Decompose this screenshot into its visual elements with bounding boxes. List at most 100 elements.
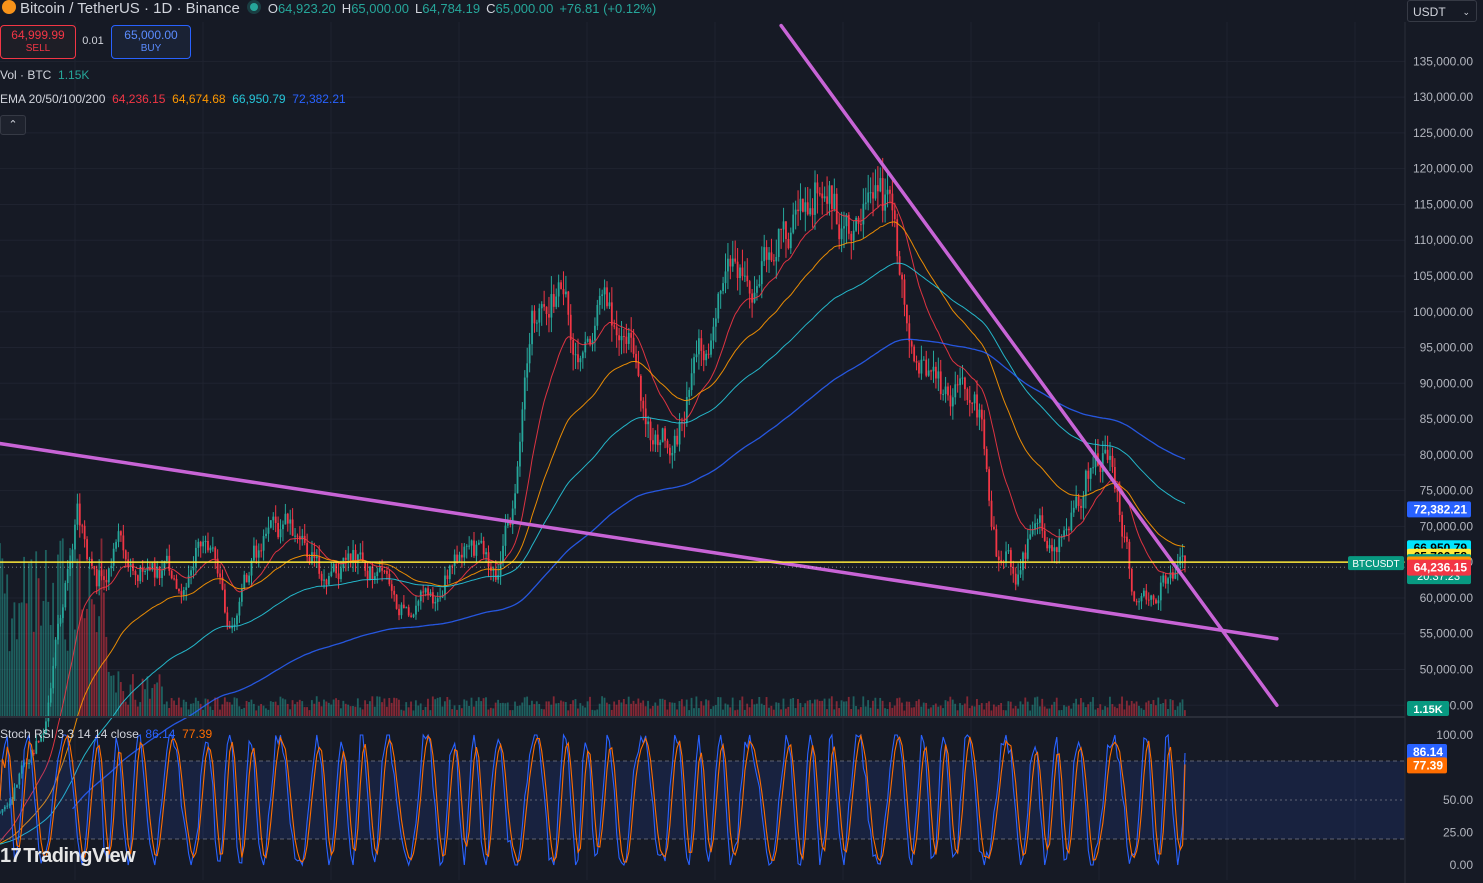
volume-bar	[238, 706, 241, 716]
price-axis[interactable]: 45,000.0050,000.0055,000.0060,000.0065,0…	[1404, 22, 1483, 883]
volume-bar	[1060, 710, 1063, 716]
candle-body	[306, 542, 309, 558]
candle-body	[852, 230, 855, 241]
candle-body	[178, 588, 180, 592]
ema20-price-tag: 64,236.15	[1414, 561, 1468, 575]
volume-bar	[18, 603, 21, 716]
candle-body	[528, 344, 531, 364]
volume-bar	[968, 708, 971, 716]
volume-bar	[601, 696, 603, 716]
volume-bar	[794, 708, 797, 716]
volume-bar	[315, 696, 318, 716]
candle-body	[862, 203, 865, 225]
candle-body	[516, 466, 519, 494]
candle-body	[920, 359, 923, 374]
ema-legend-label: EMA 20/50/100/200	[0, 92, 106, 106]
volume-bar	[400, 709, 403, 716]
volume-bar	[30, 559, 33, 716]
candle-body	[204, 541, 207, 543]
candle-body	[874, 185, 877, 199]
candle-body	[741, 267, 744, 277]
candle-body	[185, 587, 188, 591]
collapse-legend-button[interactable]: ⌃	[0, 115, 26, 135]
candle-body	[598, 295, 601, 306]
volume-bar	[378, 696, 381, 716]
volume-bar	[381, 702, 383, 716]
volume-bar	[997, 704, 1000, 716]
volume-bar	[618, 699, 620, 716]
volume-bar	[821, 700, 824, 716]
stoch-rsi-legend[interactable]: Stoch RSI 3 3 14 14 close 86.14 77.39	[0, 727, 212, 741]
buy-label: BUY	[140, 43, 162, 54]
volume-bar	[8, 651, 11, 716]
volume-bar	[1145, 702, 1148, 716]
volume-bar	[1159, 703, 1162, 716]
volume-bar	[190, 703, 192, 716]
volume-bar	[768, 707, 770, 716]
volume-bar	[562, 701, 565, 716]
candle-body	[828, 185, 831, 204]
candle-body	[161, 570, 163, 579]
symbol-title[interactable]: Bitcoin / TetherUS · 1D · Binance	[20, 0, 240, 17]
trendlines[interactable]	[0, 23, 1279, 708]
volume-bar	[42, 600, 45, 716]
stoch-tick-label: 25.00	[1443, 826, 1473, 840]
candle-body	[42, 733, 45, 735]
tradingview-watermark[interactable]: 17 TradingView	[0, 845, 136, 868]
candle-body	[1019, 570, 1022, 575]
volume-bar	[156, 682, 159, 716]
candle-body	[898, 256, 901, 275]
candle-body	[983, 419, 986, 449]
volume-bar	[743, 709, 746, 716]
candle-body	[860, 223, 862, 225]
volume-bar	[702, 705, 705, 716]
volume-bar	[373, 706, 376, 716]
candle-body	[112, 548, 115, 566]
volume-bar	[690, 697, 693, 716]
candle-body	[475, 544, 478, 556]
candle-body	[57, 623, 59, 640]
volume-bar	[339, 708, 342, 716]
volume-legend[interactable]: Vol · BTC 1.15K	[0, 68, 89, 82]
volume-bar	[214, 697, 217, 716]
candle-body	[144, 570, 147, 572]
volume-bar	[908, 701, 911, 716]
volume-bar	[342, 700, 345, 716]
candle-body	[207, 541, 209, 551]
candle-body	[1017, 574, 1020, 585]
candle-body	[1159, 582, 1162, 601]
candle-body	[574, 354, 577, 356]
volume-bar	[586, 701, 589, 716]
volume-bar	[1005, 710, 1007, 716]
volume-bar	[95, 632, 98, 716]
volume-bar	[255, 710, 258, 716]
ema-legend[interactable]: EMA 20/50/100/200 64,236.15 64,674.68 66…	[0, 92, 346, 106]
sell-button[interactable]: 64,999.99 SELL	[0, 25, 76, 59]
candle-body	[311, 552, 313, 564]
volume-bar	[606, 702, 608, 716]
candle-body	[383, 570, 386, 572]
buy-button[interactable]: 65,000.00 BUY	[111, 25, 191, 59]
candle-body	[995, 529, 998, 557]
volume-bar	[550, 704, 553, 716]
volume-bar	[407, 707, 410, 716]
candle-body	[835, 193, 838, 225]
volume-bar	[765, 697, 768, 716]
volume-bar	[782, 698, 785, 716]
volume-bar	[3, 593, 6, 716]
volume-bar	[146, 676, 149, 716]
candle-body	[103, 576, 105, 580]
candle-body	[76, 503, 79, 525]
volume-bar	[71, 549, 74, 716]
currency-select[interactable]: USDT ⌄	[1407, 0, 1477, 22]
volume-bar	[741, 696, 744, 716]
trendline-2[interactable]	[779, 23, 1279, 708]
volume-bar	[680, 699, 683, 716]
volume-bar	[847, 696, 850, 716]
trendline-1[interactable]	[0, 438, 1279, 641]
volume-bar	[939, 705, 942, 716]
volume-bar	[898, 697, 901, 716]
candle-body	[376, 571, 379, 577]
